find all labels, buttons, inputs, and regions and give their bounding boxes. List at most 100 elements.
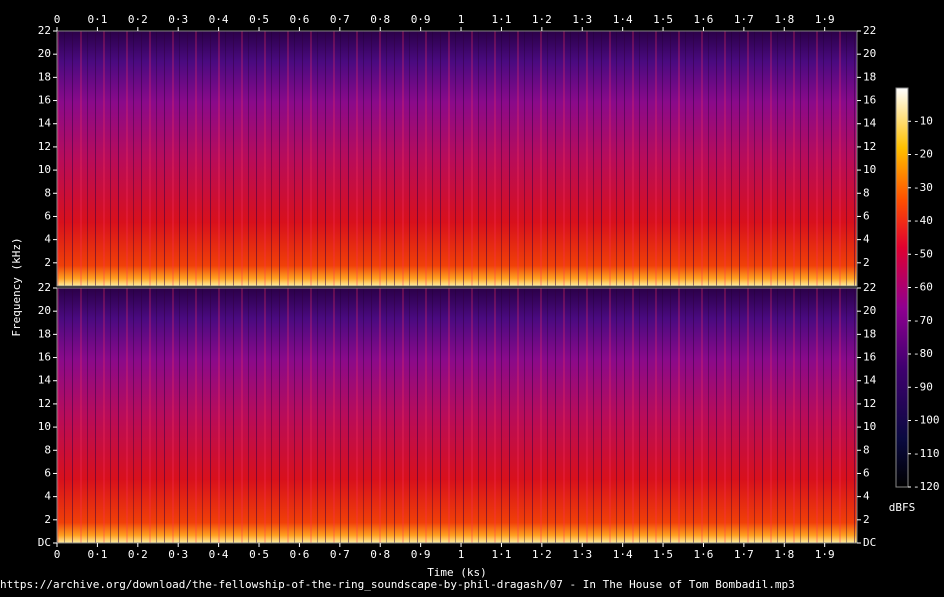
x-tick-label: 0·9 (411, 548, 431, 561)
colorbar-tick-label: -110 (913, 447, 940, 460)
colorbar (895, 87, 909, 488)
x-tick-label: 0·2 (128, 548, 148, 561)
x-tick-label: 0·6 (289, 548, 309, 561)
x-tick-label: 0·8 (370, 548, 390, 561)
x-tick-label: 0·2 (128, 13, 148, 26)
x-tick-label: 1·5 (653, 13, 673, 26)
x-tick-label: 1·7 (734, 548, 754, 561)
x-tick-label: 1 (458, 13, 465, 26)
y-tick-label: 18 (863, 70, 876, 83)
x-tick-label: 0·3 (168, 13, 188, 26)
x-tick-label: 0 (54, 13, 61, 26)
x-tick-label: 1·3 (572, 13, 592, 26)
x-tick-label: 0·5 (249, 548, 269, 561)
y-tick-label: 20 (863, 47, 876, 60)
y-tick-label: DC (38, 536, 51, 549)
y-tick-label: 4 (863, 233, 870, 246)
colorbar-tick-label: -30 (913, 181, 933, 194)
y-tick-label: 14 (38, 117, 52, 130)
y-tick-label: 4 (44, 233, 51, 246)
y-tick-label: 6 (863, 209, 870, 222)
x-tick-label: 0·6 (289, 13, 309, 26)
y-tick-label: 8 (863, 186, 870, 199)
x-tick-label: 0·3 (168, 548, 188, 561)
colorbar-label: dBFS (889, 501, 916, 514)
x-tick-label: 0·7 (330, 13, 350, 26)
caption: https://archive.org/download/the-fellows… (0, 578, 795, 591)
y-tick-label: 2 (44, 256, 51, 269)
colorbar-tick-label: -40 (913, 214, 933, 227)
x-tick-label: 0 (54, 548, 61, 561)
y-tick-label: 2 (44, 513, 51, 526)
x-tick-label: 1·6 (694, 13, 714, 26)
x-tick-label: 1·4 (613, 13, 633, 26)
y-tick-label: 20 (863, 304, 876, 317)
y-tick-label: DC (863, 536, 876, 549)
colorbar-tick-label: -50 (913, 247, 933, 260)
x-tick-label: 1·2 (532, 13, 552, 26)
y-tick-label: 12 (863, 140, 876, 153)
x-tick-label: 1·1 (492, 548, 512, 561)
x-tick-label: 1·8 (774, 13, 794, 26)
x-tick-label: 1·8 (774, 548, 794, 561)
x-tick-label: 1·6 (694, 548, 714, 561)
y-tick-label: 10 (38, 163, 51, 176)
panel-border (56, 287, 858, 544)
y-tick-label: 18 (863, 327, 876, 340)
y-tick-label: 16 (38, 351, 51, 364)
colorbar-tick-label: -60 (913, 281, 933, 294)
y-tick-label: 14 (38, 374, 52, 387)
colorbar-tick-label: -10 (913, 114, 933, 127)
x-tick-label: 0·4 (209, 548, 229, 561)
x-tick-label: 1·5 (653, 548, 673, 561)
y-tick-label: 22 (38, 24, 51, 37)
y-tick-label: 4 (863, 490, 870, 503)
y-tick-label: 10 (863, 163, 876, 176)
y-tick-label: 12 (863, 397, 876, 410)
x-tick-label: 0·1 (87, 548, 107, 561)
x-tick-label: 0·7 (330, 548, 350, 561)
y-tick-label: 2 (863, 513, 870, 526)
x-tick-label: 1·1 (492, 13, 512, 26)
y-tick-label: 18 (38, 327, 51, 340)
y-tick-label: 22 (863, 24, 876, 37)
colorbar-tick-label: -20 (913, 148, 933, 161)
x-tick-label: 1·7 (734, 13, 754, 26)
y-tick-label: 16 (863, 351, 876, 364)
x-tick-label: 0·9 (411, 13, 431, 26)
y-tick-label: 14 (863, 374, 877, 387)
y-tick-label: 20 (38, 47, 51, 60)
y-tick-label: 10 (863, 420, 876, 433)
y-tick-label: 12 (38, 397, 51, 410)
y-tick-label: 2 (863, 256, 870, 269)
y-tick-label: 8 (44, 186, 51, 199)
y-tick-label: 10 (38, 420, 51, 433)
colorbar-tick-label: -70 (913, 314, 933, 327)
x-tick-label: 1·3 (572, 548, 592, 561)
panel-border (56, 30, 858, 287)
y-tick-label: 22 (38, 281, 51, 294)
colorbar-tick-label: -80 (913, 347, 933, 360)
x-tick-label: 0·4 (209, 13, 229, 26)
y-tick-label: 16 (38, 94, 51, 107)
colorbar-tick-label: -120 (913, 480, 940, 493)
x-tick-label: 1·2 (532, 548, 552, 561)
y-tick-label: 8 (44, 443, 51, 456)
colorbar-tick-label: -90 (913, 380, 933, 393)
x-tick-label: 1·9 (815, 548, 835, 561)
x-tick-label: 0·1 (87, 13, 107, 26)
colorbar-tick-label: -100 (913, 414, 940, 427)
y-tick-label: 22 (863, 281, 876, 294)
y-tick-label: 6 (44, 209, 51, 222)
y-tick-label: 6 (44, 466, 51, 479)
x-tick-label: 1·9 (815, 13, 835, 26)
y-tick-label: 4 (44, 490, 51, 503)
y-axis-label: Frequency (kHz) (10, 237, 23, 336)
y-tick-label: 6 (863, 466, 870, 479)
x-tick-label: 0·5 (249, 13, 269, 26)
x-tick-label: 1·4 (613, 548, 633, 561)
spectrogram-texture (57, 288, 857, 543)
y-tick-label: 18 (38, 70, 51, 83)
